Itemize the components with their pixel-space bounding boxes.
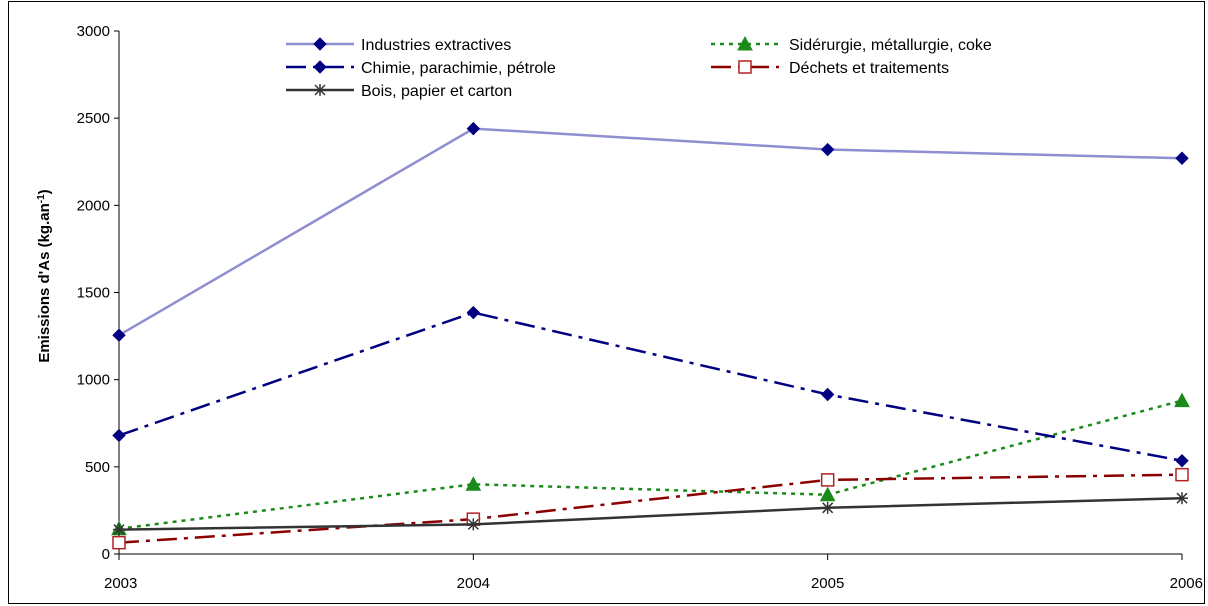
data-point <box>113 523 125 536</box>
legend-label: Sidérurgie, métallurgie, coke <box>789 37 992 54</box>
data-point <box>820 473 835 487</box>
plot-area <box>111 121 1190 550</box>
x-tick-label: 2005 <box>811 575 844 592</box>
legend-label: Déchets et traitements <box>789 60 949 77</box>
data-point <box>1175 151 1189 165</box>
x-tick-label: 2003 <box>104 575 137 592</box>
data-point <box>112 428 126 443</box>
x-tick-label: 2006 <box>1170 575 1203 592</box>
series-1 <box>111 392 1190 536</box>
legend-marker <box>738 60 752 74</box>
axes: 0 500 1000 1500 2000 2500 3000 2003 2004 2005 2006 <box>77 23 1203 592</box>
data-point <box>1175 467 1189 482</box>
data-point <box>1176 492 1188 505</box>
y-axis-label: Emissions d'As (kg.an-1) <box>36 189 54 362</box>
legend-item: Bois, papier et carton <box>286 83 512 100</box>
series-line <box>118 127 1183 337</box>
data-point <box>466 121 481 136</box>
series-line <box>118 496 1183 531</box>
data-point <box>467 518 480 531</box>
legend-label: Industries extractives <box>361 37 511 54</box>
series-2 <box>112 305 1189 468</box>
legend: Industries extractives Sidérurgie, métall… <box>286 35 992 100</box>
data-point <box>819 486 836 502</box>
legend-item: Déchets et traitements <box>711 60 949 77</box>
y-tick-label: 2500 <box>77 110 110 127</box>
y-tick-label: 1500 <box>77 285 110 302</box>
series-4 <box>113 492 1188 536</box>
y-tick-label: 3000 <box>77 23 110 40</box>
data-point <box>820 142 835 157</box>
data-point <box>466 305 481 320</box>
data-point <box>1175 454 1189 468</box>
legend-marker <box>313 60 327 74</box>
data-point <box>112 328 126 342</box>
series-0 <box>112 121 1189 342</box>
y-tick-label: 2000 <box>77 197 110 214</box>
data-point <box>1174 392 1190 408</box>
legend-item: Chimie, parachimie, pétrole <box>286 60 556 77</box>
series-line <box>118 311 1183 462</box>
y-tick-label: 0 <box>102 546 110 563</box>
y-tick-label: 500 <box>85 459 110 476</box>
data-point <box>465 476 482 491</box>
x-tick-label: 2004 <box>457 575 490 592</box>
data-point <box>112 535 126 550</box>
legend-item: Industries extractives <box>286 37 511 54</box>
series-line <box>118 399 1183 530</box>
data-point <box>821 501 834 514</box>
legend-label: Bois, papier et carton <box>361 83 512 100</box>
legend-marker <box>313 37 327 51</box>
data-point <box>820 387 835 402</box>
series-line <box>118 473 1183 544</box>
legend-item: Sidérurgie, métallurgie, coke <box>711 35 992 54</box>
legend-marker <box>314 84 326 96</box>
y-tick-label: 1000 <box>77 372 110 389</box>
legend-marker <box>737 35 753 51</box>
legend-label: Chimie, parachimie, pétrole <box>361 60 556 77</box>
